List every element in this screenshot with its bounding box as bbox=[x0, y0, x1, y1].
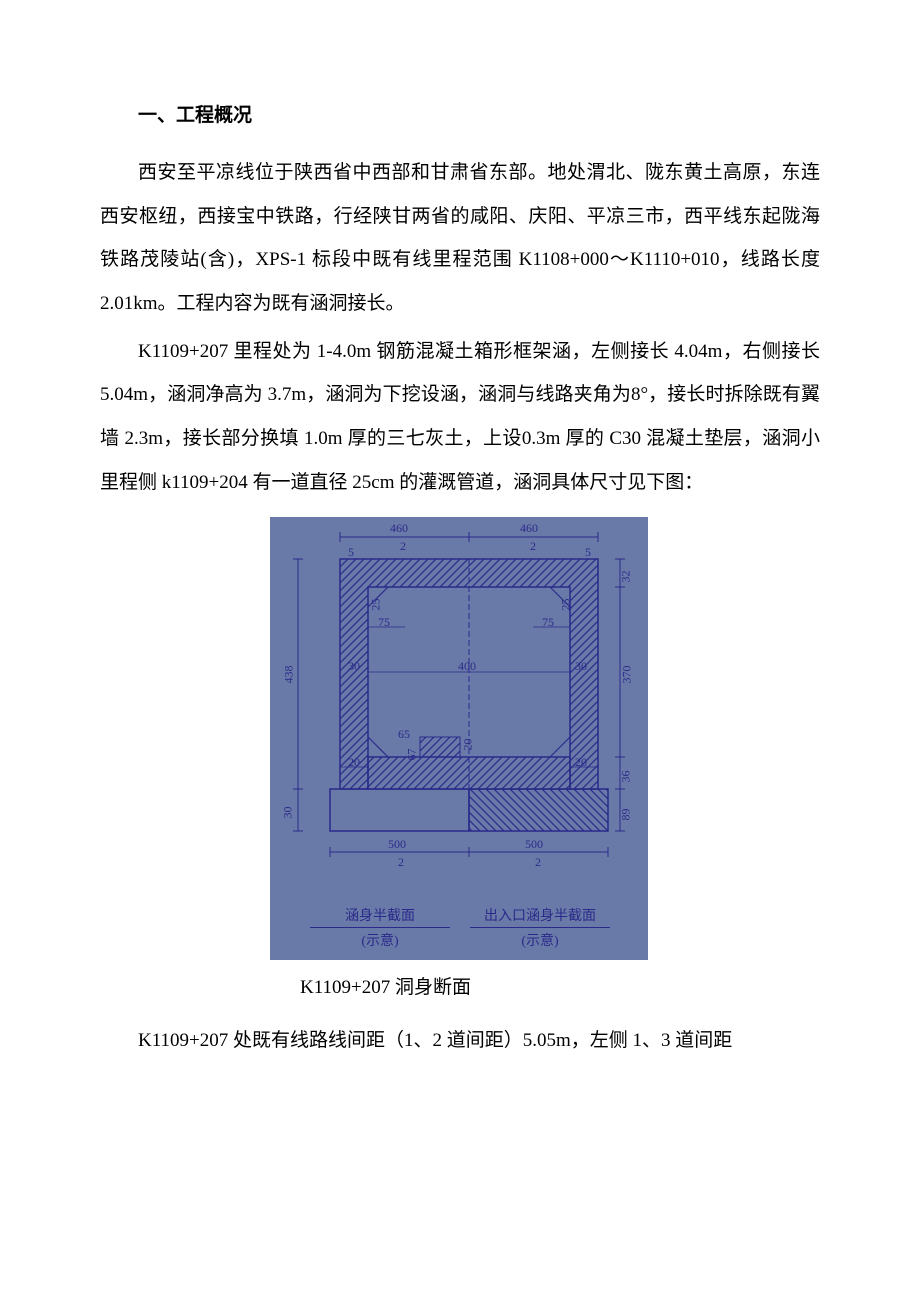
dim-20-mid: 20 bbox=[461, 738, 476, 750]
dim-65: 65 bbox=[398, 727, 410, 742]
diagram-label-left: 涵身半截面 (示意) bbox=[310, 905, 450, 950]
dim-2-tr: 2 bbox=[530, 539, 536, 554]
dim-32: 32 bbox=[619, 570, 634, 582]
dim-5-tl: 5 bbox=[348, 545, 354, 560]
section-heading: 一、工程概况 bbox=[100, 100, 820, 127]
paragraph-2: K1109+207 里程处为 1-4.0m 钢筋混凝土箱形框架涵，左侧接长 4.… bbox=[100, 330, 820, 505]
diagram-svg bbox=[270, 517, 648, 960]
dim-25-r: 25 bbox=[559, 598, 574, 610]
dim-2-br: 2 bbox=[535, 855, 541, 870]
dim-75-l: 75 bbox=[378, 615, 390, 630]
dim-89: 89 bbox=[619, 808, 634, 820]
dim-460-right: 460 bbox=[520, 521, 538, 536]
culvert-section-diagram: 460 460 2 2 5 5 438 30 32 370 36 89 75 7… bbox=[270, 517, 648, 960]
diagram-caption: K1109+207 洞身断面 bbox=[300, 972, 820, 999]
dim-25-l: 25 bbox=[369, 598, 384, 610]
dim-36: 36 bbox=[619, 770, 634, 782]
dim-500-r: 500 bbox=[525, 837, 543, 852]
dim-20-br: 20 bbox=[575, 755, 587, 770]
dim-400: 400 bbox=[458, 659, 476, 674]
diagram-label-right: 出入口涵身半截面 (示意) bbox=[470, 905, 610, 950]
dim-500-l: 500 bbox=[388, 837, 406, 852]
dim-75-r: 75 bbox=[542, 615, 554, 630]
paragraph-3: K1109+207 处既有线路线间距（1、2 道间距）5.05m，左侧 1、3 … bbox=[100, 1019, 820, 1063]
dim-30-il: 30 bbox=[348, 659, 360, 674]
dim-2-bl: 2 bbox=[398, 855, 404, 870]
paragraph-1: 西安至平凉线位于陕西省中西部和甘肃省东部。地处渭北、陇东黄土高原，东连西安枢纽，… bbox=[100, 151, 820, 326]
dim-30-lb: 30 bbox=[281, 806, 296, 818]
dim-438: 438 bbox=[282, 665, 297, 683]
dim-30-ir: 30 bbox=[575, 659, 587, 674]
dim-20-bl: 20 bbox=[348, 755, 360, 770]
dim-5-tr: 5 bbox=[585, 545, 591, 560]
dim-460-left: 460 bbox=[390, 521, 408, 536]
dim-67: 67 bbox=[405, 748, 420, 760]
dim-370: 370 bbox=[620, 665, 635, 683]
dim-2-tl: 2 bbox=[400, 539, 406, 554]
